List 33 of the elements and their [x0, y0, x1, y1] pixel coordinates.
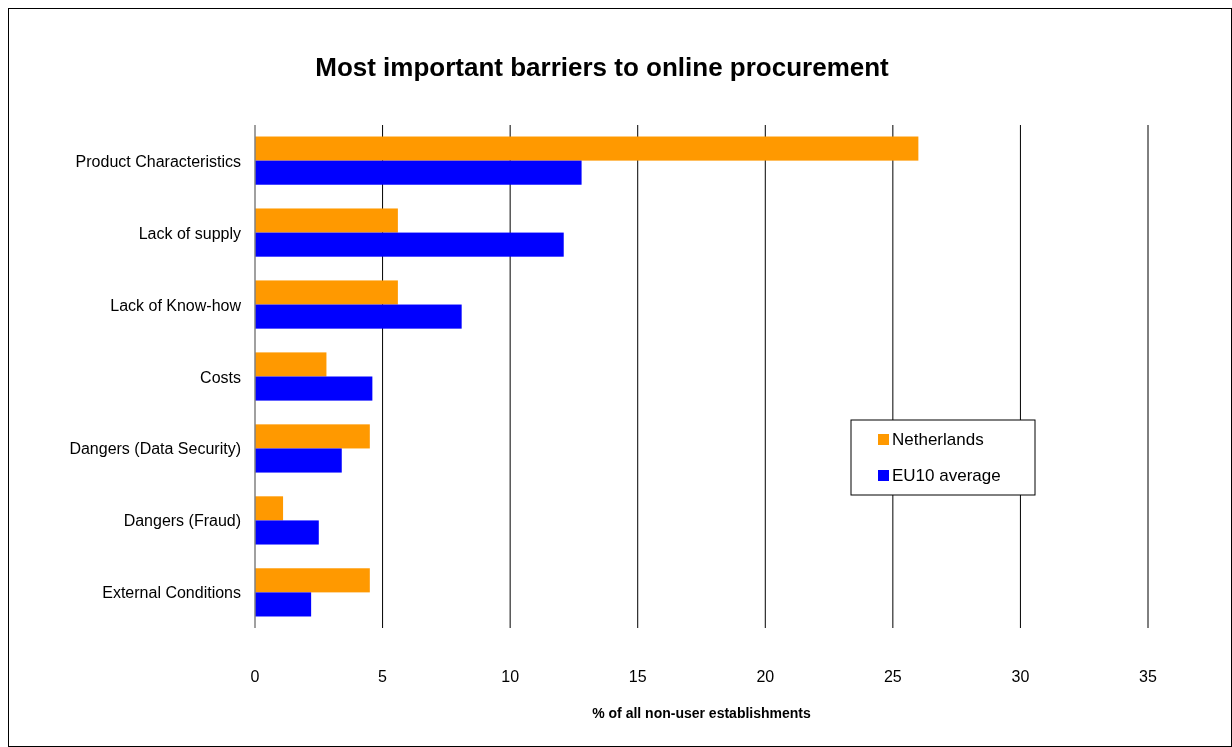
x-tick-label: 25 [883, 668, 902, 685]
bar [255, 496, 284, 521]
x-tick-label: 5 [378, 668, 388, 685]
bar [255, 160, 582, 185]
bar [255, 568, 370, 593]
legend-label: Netherlands [892, 430, 984, 449]
y-tick-label: Lack of Know-how [110, 296, 242, 314]
y-tick-label: Product Characteristics [75, 152, 241, 170]
x-tick-label: 10 [501, 668, 520, 685]
bar [255, 280, 398, 305]
y-tick-label: External Conditions [102, 584, 241, 602]
bar [255, 208, 398, 233]
x-tick-label: 30 [1011, 668, 1030, 685]
bar [255, 448, 342, 473]
x-tick-label: 0 [250, 668, 260, 685]
y-tick-label: Lack of supply [138, 224, 241, 242]
bar [255, 424, 370, 449]
bar [255, 592, 312, 617]
legend-label: EU10 average [892, 466, 1001, 485]
bar [255, 520, 319, 545]
x-axis-title: % of all non-user establishments [592, 705, 812, 721]
bar [255, 304, 462, 329]
y-tick-label: Costs [200, 368, 241, 386]
x-tick-label: 35 [1139, 668, 1157, 685]
chart-title: Most important barriers to online procurement [315, 52, 890, 82]
y-tick-label: Dangers (Data Security) [69, 440, 241, 458]
bar [255, 376, 373, 401]
bar [255, 232, 564, 257]
y-tick-label: Dangers (Fraud) [123, 512, 241, 530]
bar [255, 352, 327, 377]
x-tick-label: 20 [756, 668, 775, 685]
bar [255, 136, 919, 161]
x-tick-label: 15 [628, 668, 647, 685]
